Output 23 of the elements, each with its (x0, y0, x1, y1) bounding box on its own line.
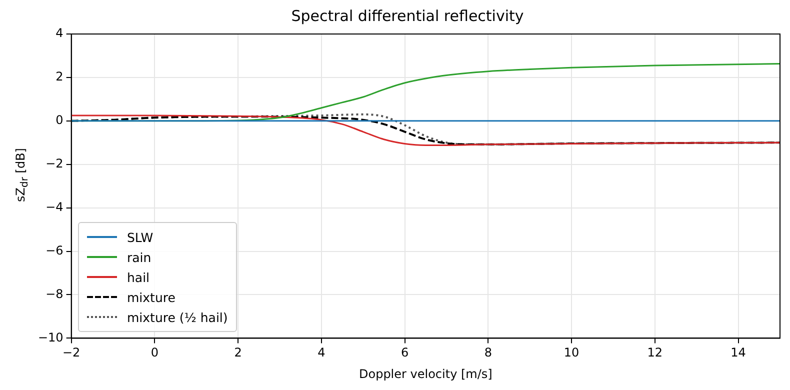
x-axis-title: Doppler velocity [m/s] (358, 366, 492, 381)
y-tick-label: 2 (56, 70, 64, 84)
y-tick-label: −10 (38, 330, 64, 344)
y-tick-label: 0 (56, 113, 64, 128)
x-tick-label: 2 (234, 346, 242, 360)
chart-title: Spectral differential reflectivity (291, 6, 524, 25)
y-tick-label: 4 (56, 26, 64, 40)
x-tick-label: 12 (647, 346, 663, 360)
legend-label: hail (127, 270, 150, 284)
x-tick-label: 8 (484, 346, 492, 360)
legend-label: SLW (127, 230, 154, 244)
legend-label: mixture (½ hail) (127, 310, 228, 324)
y-tick-label: −6 (46, 243, 64, 258)
x-tick-label: 0 (150, 346, 159, 360)
x-tick-label: 10 (564, 346, 580, 360)
legend-label: rain (127, 250, 152, 264)
y-tick-label: −2 (46, 156, 64, 170)
x-tick-label: 4 (318, 346, 326, 360)
y-tick-label: −8 (46, 286, 64, 301)
x-tick-label: 14 (730, 346, 746, 360)
y-tick-label: −4 (46, 200, 64, 214)
x-tick-label: 6 (401, 346, 409, 360)
legend-label: mixture (127, 290, 176, 304)
